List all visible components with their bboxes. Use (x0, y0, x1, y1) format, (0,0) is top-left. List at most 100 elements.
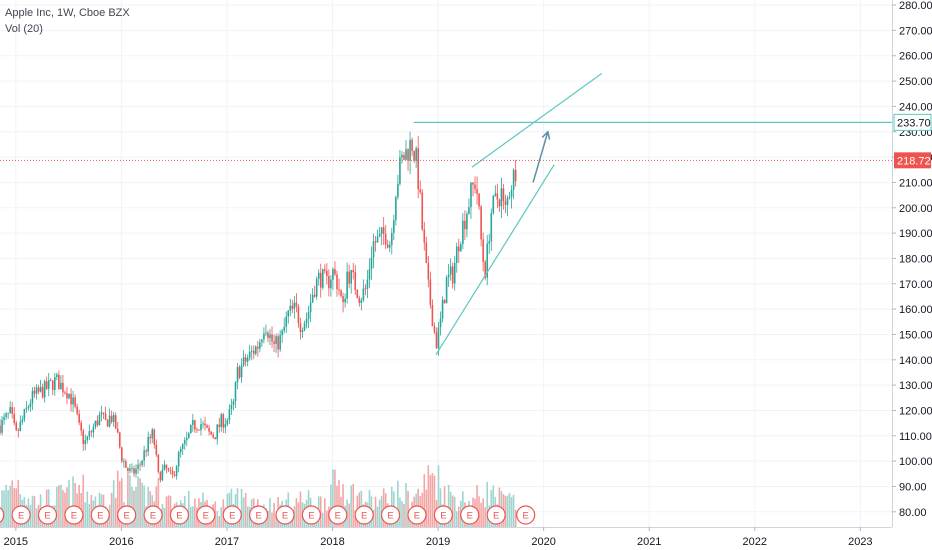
candle-body (228, 409, 231, 421)
y-tick-label: 100.00 (899, 456, 932, 468)
earnings-marker-label: E (203, 511, 209, 522)
candle-body (291, 305, 294, 309)
volume-bar (275, 514, 277, 527)
earnings-marker-icon (37, 505, 58, 525)
level-price-label: 233.70 (897, 117, 931, 129)
volume-bar (66, 487, 68, 527)
volume-indicator-label[interactable]: Vol (20) (5, 23, 43, 35)
candle-body (19, 421, 22, 431)
candle-body (285, 316, 288, 327)
candle-body (147, 436, 149, 452)
candle-body (336, 274, 338, 290)
volume-bar (240, 488, 243, 527)
volume-bar (90, 494, 93, 527)
candle-body (236, 367, 239, 383)
candle-body (0, 425, 1, 433)
candle-body (198, 429, 200, 431)
candle-body (56, 374, 58, 378)
candle-body (214, 437, 216, 440)
earnings-marker-icon (11, 505, 31, 525)
volume-bar (321, 512, 324, 527)
x-tick-label: 2020 (531, 536, 555, 548)
candle-body (163, 464, 166, 470)
candle-body (177, 452, 180, 467)
candle-body (338, 289, 340, 291)
symbol-title[interactable]: Apple Inc, 1W, Cboe BZX (5, 7, 130, 19)
y-tick-label: 180.00 (899, 253, 932, 265)
candle-body (141, 460, 143, 465)
volume-bar (7, 490, 9, 527)
candle-body (190, 424, 192, 434)
candle-body (68, 393, 70, 399)
candle-body (468, 207, 470, 214)
earnings-marker-label: E (97, 511, 103, 522)
time-axis-background (0, 527, 932, 550)
candle-body (492, 195, 495, 214)
volume-bar (110, 492, 113, 527)
volume-bar (62, 490, 64, 527)
x-tick-label: 2017 (215, 536, 239, 548)
volume-bar (378, 499, 381, 527)
candle-body (200, 424, 202, 431)
volume-bar (129, 475, 131, 527)
volume-bar (403, 504, 405, 527)
candle-body (143, 450, 145, 461)
candle-body (216, 424, 219, 440)
volume-bar (447, 484, 450, 527)
candle-body (451, 266, 454, 284)
earnings-marker-icon (380, 505, 401, 525)
candle-body (470, 182, 472, 208)
y-tick-label: 110.00 (899, 431, 932, 443)
candle-body (218, 424, 221, 428)
volume-bar (9, 485, 11, 527)
candle-body (368, 269, 371, 280)
y-tick-label: 270.00 (899, 25, 932, 37)
candle-body (29, 403, 32, 408)
volume-bar (334, 469, 336, 527)
candle-body (409, 139, 411, 161)
candle-body (88, 431, 91, 437)
candle-body (90, 431, 93, 433)
volume-bar (457, 506, 460, 527)
candle-body (321, 269, 324, 288)
volume-bar (514, 509, 517, 527)
candle-body (362, 288, 365, 301)
volume-bar (508, 492, 511, 527)
candle-body (47, 380, 50, 389)
volume-bar (319, 496, 322, 527)
candle-body (502, 188, 505, 202)
last-price-label: 218.72 (897, 155, 931, 167)
candle-body (435, 332, 438, 349)
candle-body (149, 436, 152, 439)
candle-body (401, 155, 403, 158)
channel-lower-trendline (435, 164, 555, 356)
candle-body (173, 474, 176, 476)
earnings-marker-label: E (282, 511, 288, 522)
candle-body (305, 318, 308, 324)
candle-body (202, 423, 204, 425)
volume-bar (484, 507, 486, 527)
candle-body (429, 279, 432, 305)
candle-body (319, 272, 322, 288)
candle-body (175, 466, 178, 476)
candle-body (64, 392, 66, 394)
candle-body (96, 420, 99, 426)
candle-body (279, 335, 281, 350)
candle-body (240, 365, 243, 378)
candle-body (114, 415, 117, 429)
earnings-marker-icon (64, 505, 84, 525)
candle-body (350, 270, 352, 284)
candle-body (419, 189, 422, 193)
earnings-marker-label: E (229, 511, 235, 522)
candle-body (153, 429, 156, 445)
candle-body (45, 381, 48, 389)
volume-bar (116, 470, 119, 527)
y-tick-label: 150.00 (899, 329, 932, 341)
earnings-marker-label: E (387, 511, 393, 522)
y-tick-label: 130.00 (899, 380, 932, 392)
candle-body (86, 436, 89, 441)
chart-legend: Apple Inc, 1W, Cboe BZX Vol (20) (5, 5, 130, 37)
candle-body (386, 244, 389, 248)
candle-body (374, 241, 377, 243)
